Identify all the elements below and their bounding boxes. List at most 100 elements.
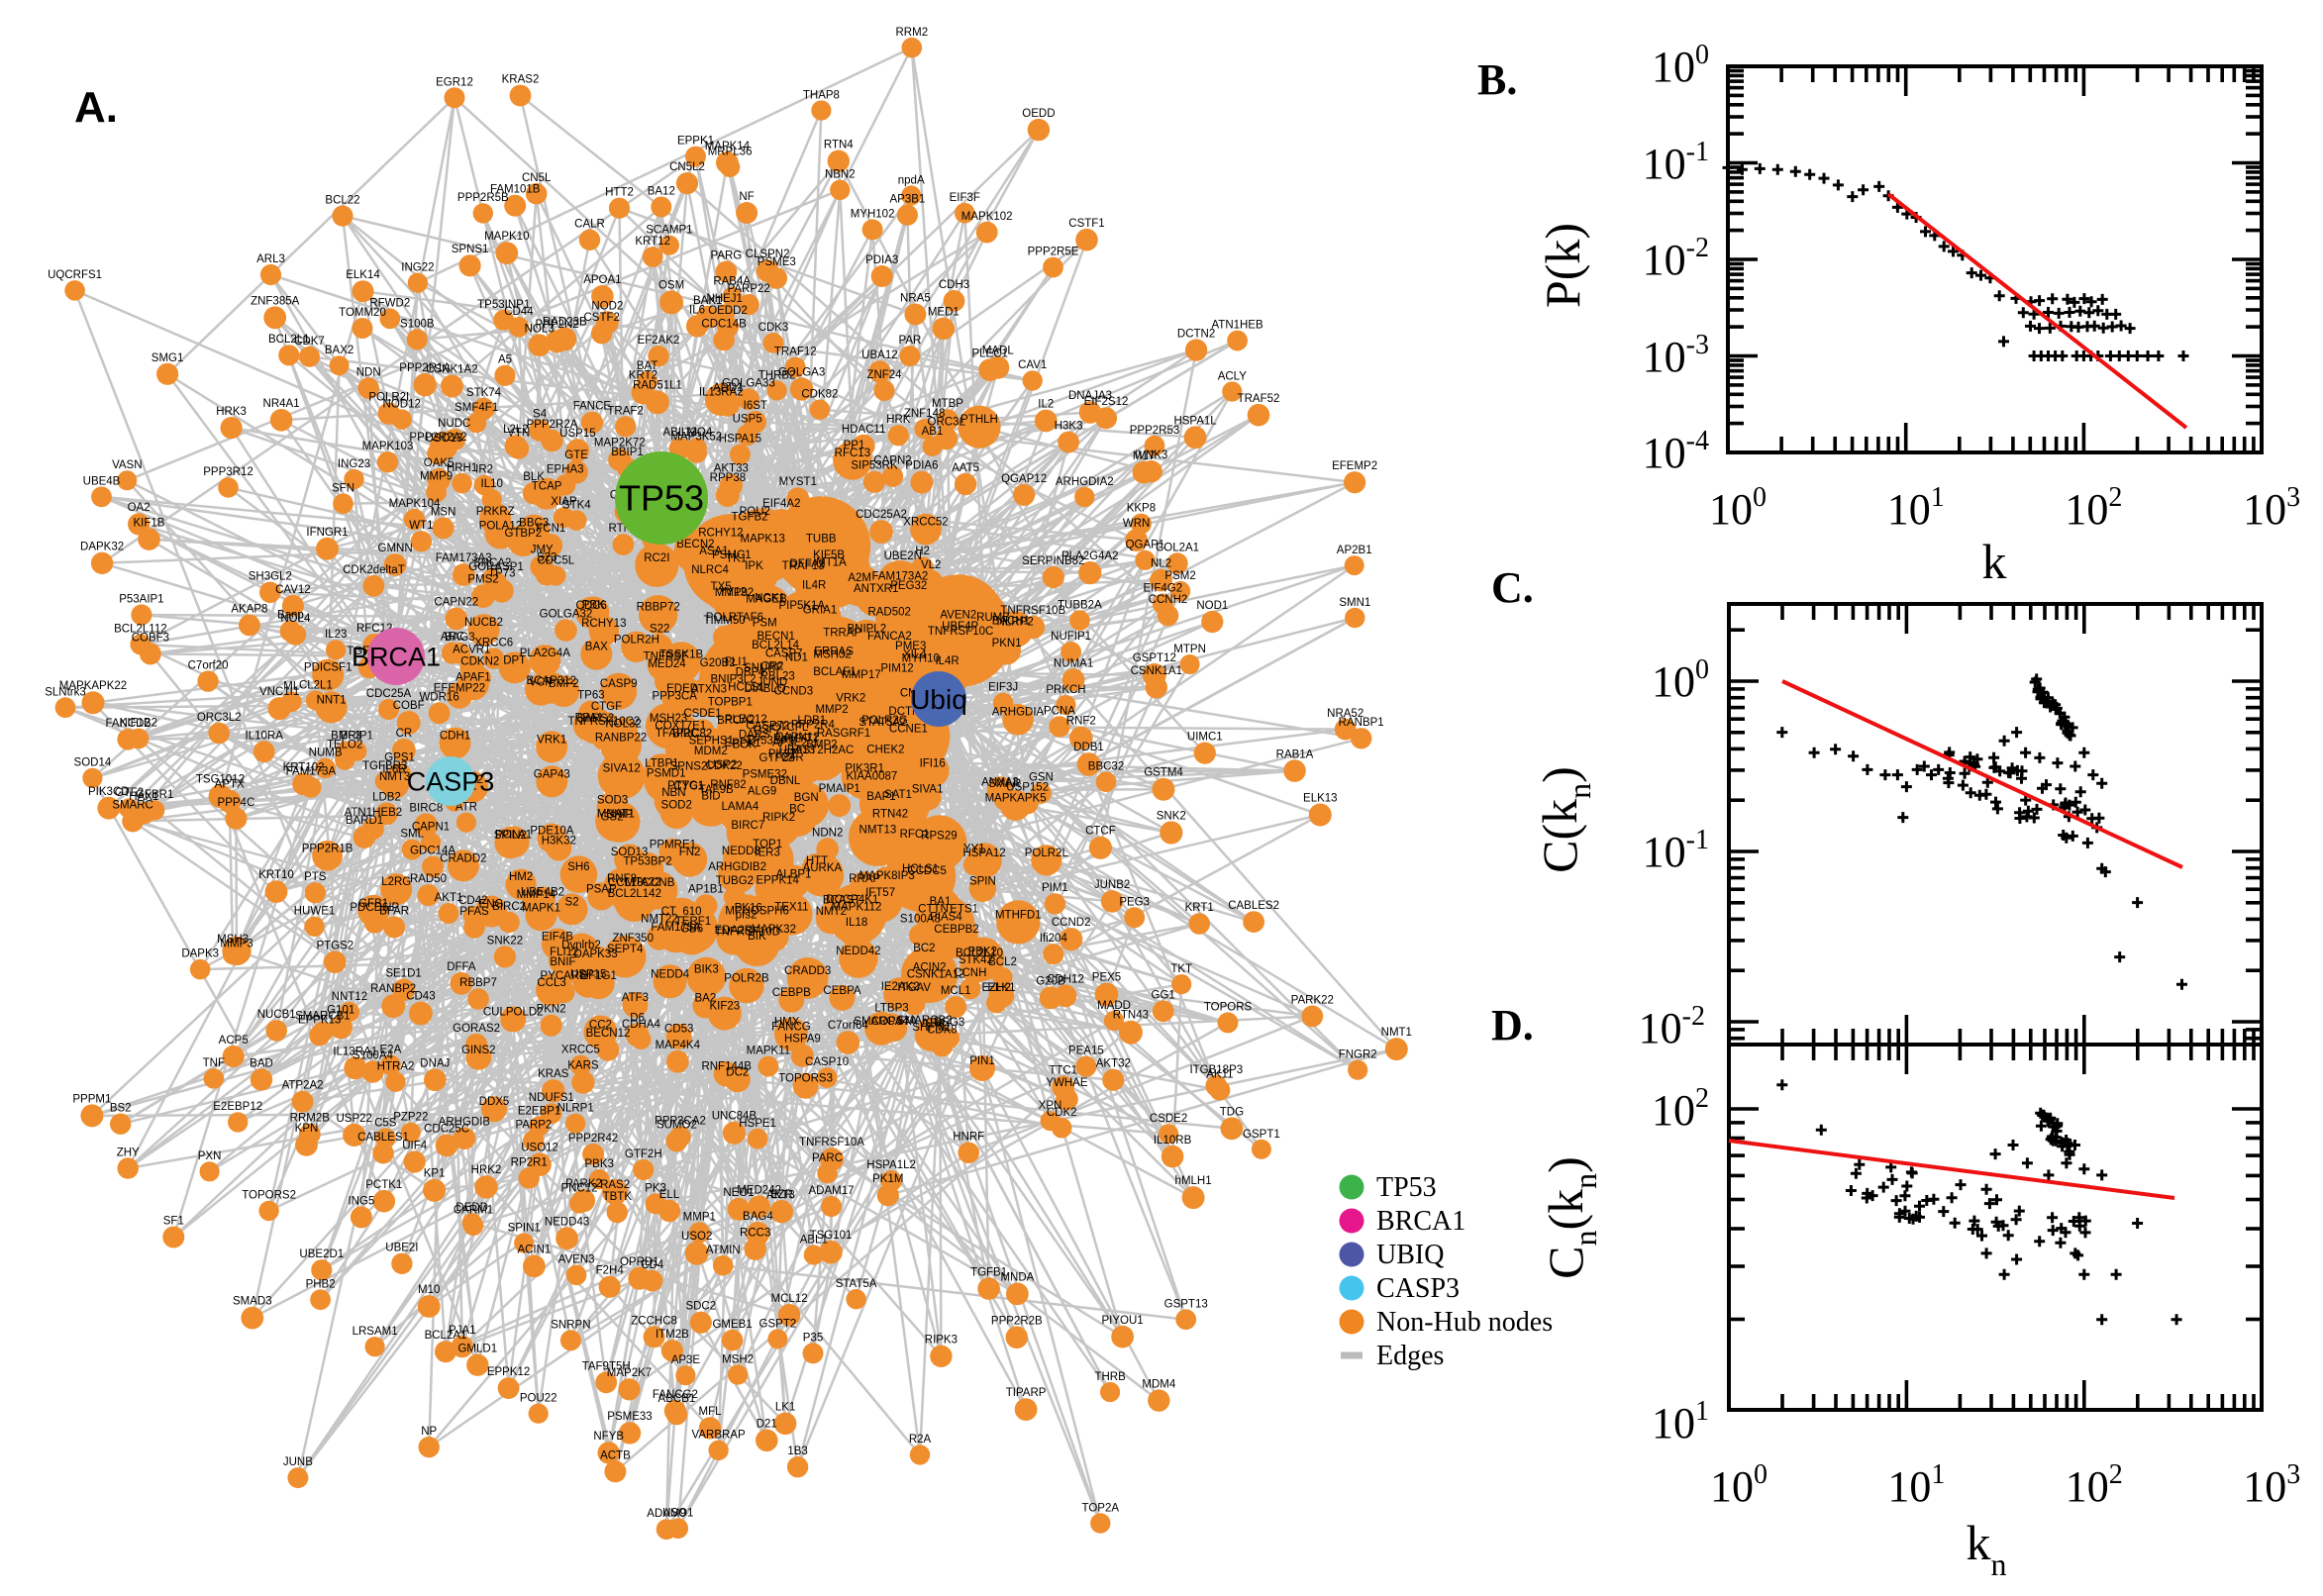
svg-text:CD44: CD44 (504, 306, 534, 318)
svg-text:H2: H2 (915, 546, 930, 557)
svg-text:QGAP1: QGAP1 (1126, 540, 1165, 551)
svg-text:PDIA6: PDIA6 (905, 460, 938, 472)
svg-text:RP2R1: RP2R1 (511, 1156, 548, 1168)
svg-text:MADL: MADL (982, 346, 1015, 357)
svg-text:G20B2: G20B2 (700, 657, 736, 669)
svg-text:HNRF: HNRF (953, 1132, 984, 1144)
svg-text:GORAS2: GORAS2 (453, 1023, 500, 1035)
svg-text:RAD23B: RAD23B (543, 316, 587, 328)
svg-text:RNF144B: RNF144B (701, 1061, 752, 1073)
svg-text:UIMC1: UIMC1 (1187, 732, 1223, 744)
svg-text:HSPA1L2: HSPA1L2 (866, 1159, 916, 1171)
svg-text:MED1: MED1 (928, 307, 960, 319)
svg-text:UBE4B2: UBE4B2 (521, 887, 564, 899)
svg-text:I6ST: I6ST (744, 400, 767, 412)
svg-text:EPPK13: EPPK13 (298, 1014, 341, 1026)
svg-text:PTHLH: PTHLH (960, 414, 998, 426)
svg-text:USO13: USO13 (426, 433, 463, 445)
svg-text:BCL2L14: BCL2L14 (752, 640, 800, 651)
svg-text:BIK: BIK (748, 931, 766, 943)
svg-text:CDK3: CDK3 (758, 322, 789, 334)
svg-text:ACLY: ACLY (1218, 370, 1248, 382)
svg-text:UBA12: UBA12 (861, 349, 897, 361)
svg-text:CASP3: CASP3 (1376, 1273, 1460, 1304)
svg-text:POLR2H: POLR2H (614, 634, 659, 646)
svg-text:CD4: CD4 (641, 1259, 664, 1271)
svg-text:ENG: ENG (479, 899, 504, 911)
svg-text:ELK1: ELK1 (987, 982, 1015, 994)
svg-text:SNURF: SNURF (744, 662, 783, 674)
svg-text:BBC32: BBC32 (1088, 761, 1124, 773)
svg-text:BECN12: BECN12 (586, 1028, 631, 1040)
svg-text:FAM101B: FAM101B (490, 184, 541, 196)
svg-text:NEDD42: NEDD42 (836, 946, 880, 957)
svg-text:PME3: PME3 (895, 641, 926, 652)
svg-text:CCNH: CCNH (954, 967, 986, 979)
svg-text:RAD502: RAD502 (867, 607, 910, 619)
svg-text:MYH10: MYH10 (902, 653, 940, 665)
svg-text:TIPARP: TIPARP (1006, 1387, 1047, 1399)
svg-text:PPP2R5E: PPP2R5E (1028, 247, 1079, 258)
svg-text:NUCB2: NUCB2 (464, 617, 503, 629)
svg-text:POLR2L: POLR2L (1025, 848, 1069, 859)
svg-text:FANCE: FANCE (573, 401, 612, 413)
svg-text:ADAM17: ADAM17 (808, 1185, 854, 1197)
svg-text:HRK: HRK (886, 414, 911, 426)
svg-text:ATXN3: ATXN3 (691, 684, 727, 696)
svg-text:BRCA1: BRCA1 (352, 642, 441, 671)
svg-text:ATN1HEB: ATN1HEB (1211, 320, 1263, 332)
svg-text:L2L2: L2L2 (503, 424, 529, 436)
svg-text:TOPORS3: TOPORS3 (778, 1073, 833, 1085)
svg-text:SUMO2: SUMO2 (656, 1120, 697, 1132)
svg-text:ZNF385A: ZNF385A (251, 296, 300, 308)
svg-text:ARHGDIB: ARHGDIB (439, 1117, 491, 1129)
svg-text:KIAA0087: KIAA0087 (847, 771, 898, 783)
svg-text:IPK: IPK (745, 560, 763, 572)
svg-text:USP152: USP152 (1006, 781, 1049, 793)
svg-text:TOPORS: TOPORS (1204, 1001, 1253, 1013)
svg-text:THRB: THRB (1094, 1371, 1126, 1383)
svg-text:Edges: Edges (1376, 1341, 1444, 1371)
svg-text:GOLGA32: GOLGA32 (540, 608, 593, 620)
svg-text:BRIP1: BRIP1 (341, 731, 373, 743)
svg-text:CDC25A: CDC25A (366, 688, 412, 700)
svg-text:JMY: JMY (531, 545, 554, 556)
svg-text:NOD2: NOD2 (591, 300, 623, 312)
svg-text:EIF4B: EIF4B (542, 932, 573, 944)
svg-text:RBL23: RBL23 (760, 671, 795, 683)
svg-text:B.: B. (1477, 55, 1517, 104)
svg-text:Non-Hub nodes: Non-Hub nodes (1376, 1307, 1553, 1338)
svg-text:YY1: YY1 (963, 844, 985, 855)
svg-text:CULPOLD2: CULPOLD2 (483, 1007, 544, 1019)
svg-text:TNFRSF: TNFRSF (644, 650, 688, 662)
svg-text:CDH12: CDH12 (1047, 973, 1084, 985)
svg-text:ETS1: ETS1 (950, 904, 978, 916)
svg-text:PKN2: PKN2 (537, 1004, 566, 1016)
svg-text:BAP1: BAP1 (866, 791, 895, 803)
svg-text:GS2: GS2 (600, 812, 623, 824)
svg-text:USP22: USP22 (336, 1113, 371, 1125)
svg-text:S4: S4 (533, 409, 548, 421)
svg-text:ZHY: ZHY (117, 1147, 140, 1158)
svg-text:MPHOSPH6: MPHOSPH6 (725, 905, 789, 917)
svg-text:PPP2N2: PPP2N2 (536, 319, 579, 331)
svg-text:SF1: SF1 (163, 1216, 184, 1228)
svg-text:RIPK2: RIPK2 (762, 812, 795, 824)
svg-text:BMP2: BMP2 (806, 739, 837, 750)
svg-text:FCN1: FCN1 (536, 523, 565, 535)
svg-text:PPP2R1B: PPP2R1B (302, 843, 354, 854)
svg-text:TUBB: TUBB (806, 533, 837, 545)
svg-text:TFAP2C: TFAP2C (656, 728, 698, 740)
svg-text:NMT3: NMT3 (379, 771, 410, 783)
svg-text:TCAP: TCAP (532, 481, 562, 493)
svg-text:SE1D1: SE1D1 (385, 968, 421, 980)
svg-text:NDN2: NDN2 (812, 827, 843, 839)
svg-text:BARD1: BARD1 (346, 815, 383, 827)
svg-text:AP3E: AP3E (671, 1354, 701, 1366)
svg-text:TOPORS2: TOPORS2 (242, 1190, 296, 1202)
svg-text:TGFB1: TGFB1 (970, 1266, 1007, 1278)
svg-text:PSM2: PSM2 (1164, 570, 1195, 582)
svg-text:MYH102: MYH102 (851, 208, 895, 220)
svg-text:PLEC1: PLEC1 (971, 348, 1007, 359)
svg-text:SARS2: SARS2 (577, 713, 615, 725)
